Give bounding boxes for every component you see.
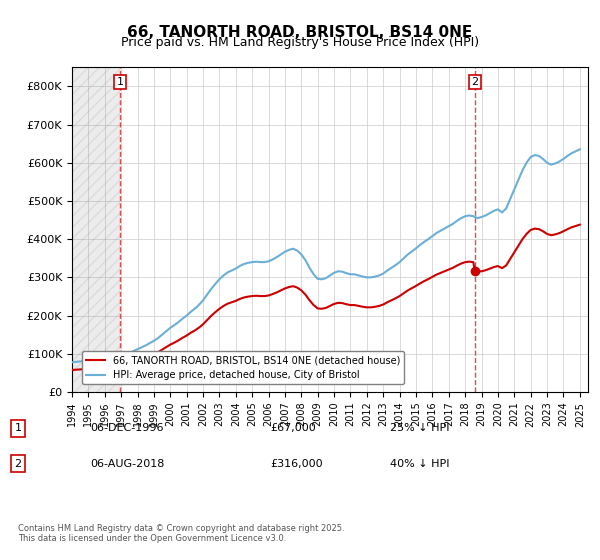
Text: £316,000: £316,000 <box>270 459 323 469</box>
Text: £67,000: £67,000 <box>270 423 316 433</box>
Text: 06-AUG-2018: 06-AUG-2018 <box>90 459 164 469</box>
Legend: 66, TANORTH ROAD, BRISTOL, BS14 0NE (detached house), HPI: Average price, detach: 66, TANORTH ROAD, BRISTOL, BS14 0NE (det… <box>82 351 404 384</box>
Text: 1: 1 <box>14 423 22 433</box>
Text: Price paid vs. HM Land Registry's House Price Index (HPI): Price paid vs. HM Land Registry's House … <box>121 36 479 49</box>
Text: 40% ↓ HPI: 40% ↓ HPI <box>390 459 449 469</box>
Text: 2: 2 <box>471 77 478 87</box>
Text: 66, TANORTH ROAD, BRISTOL, BS14 0NE: 66, TANORTH ROAD, BRISTOL, BS14 0NE <box>127 25 473 40</box>
Bar <box>72 67 120 392</box>
Text: 25% ↓ HPI: 25% ↓ HPI <box>390 423 449 433</box>
Text: 2: 2 <box>14 459 22 469</box>
Text: Contains HM Land Registry data © Crown copyright and database right 2025.
This d: Contains HM Land Registry data © Crown c… <box>18 524 344 543</box>
Text: 1: 1 <box>116 77 124 87</box>
Text: 06-DEC-1996: 06-DEC-1996 <box>90 423 163 433</box>
